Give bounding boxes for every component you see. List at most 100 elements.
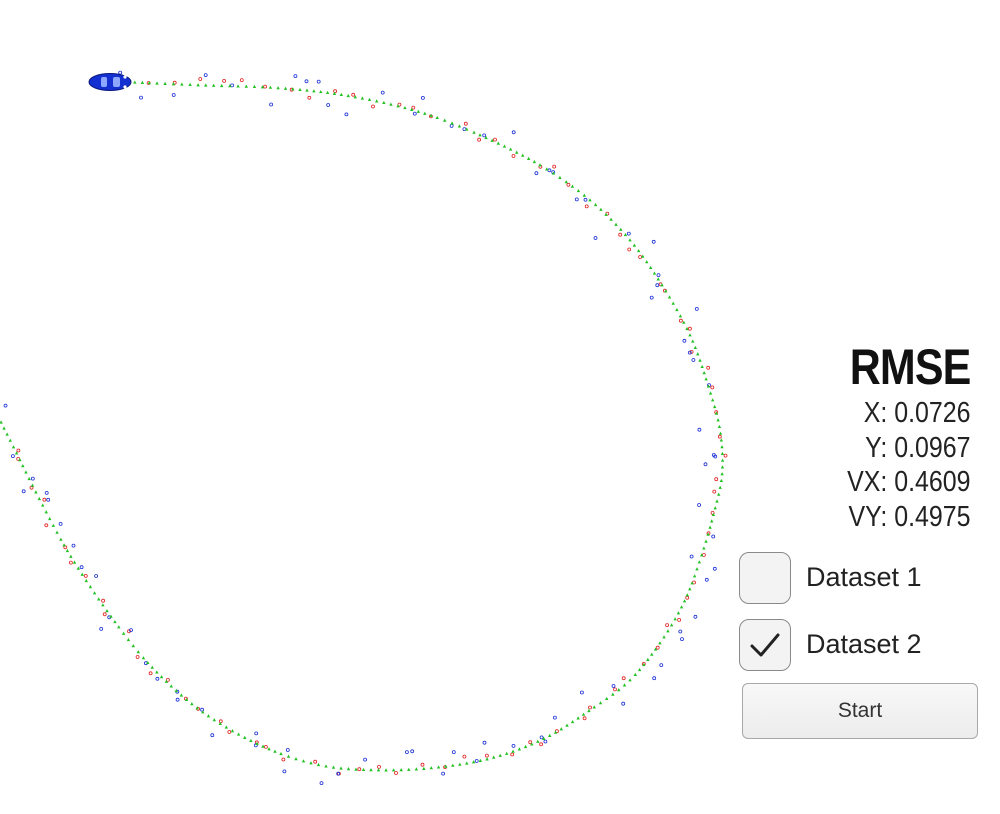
estimate-marker <box>291 87 295 91</box>
estimate-marker <box>587 708 591 713</box>
estimate-marker <box>685 593 689 597</box>
estimate-marker <box>268 85 273 89</box>
radar-marker <box>451 750 456 754</box>
checkmark-icon <box>750 633 780 657</box>
estimate-marker <box>693 345 698 350</box>
radar-marker <box>363 757 368 762</box>
estimate-marker <box>508 147 513 151</box>
estimate-marker <box>180 82 184 86</box>
estimate-marker <box>628 678 632 682</box>
radar-marker <box>621 701 626 706</box>
estimate-marker <box>423 111 427 115</box>
estimate-marker <box>636 248 641 253</box>
estimate-marker <box>92 591 97 595</box>
estimate-marker <box>224 725 229 729</box>
estimate-marker <box>592 705 596 709</box>
radar-marker <box>543 739 548 744</box>
simulation-view <box>0 70 728 785</box>
estimate-marker <box>188 82 192 87</box>
lidar-marker <box>222 79 227 83</box>
estimate-marker <box>361 767 366 772</box>
estimate-marker <box>117 625 121 629</box>
estimate-marker <box>324 764 328 768</box>
start-button[interactable]: Start <box>742 683 978 739</box>
estimate-marker <box>228 84 232 88</box>
radar-marker <box>319 781 324 785</box>
estimate-marker <box>204 83 208 87</box>
radar-marker <box>293 74 298 78</box>
radar-marker <box>711 453 716 457</box>
estimate-marker <box>517 747 522 751</box>
dataset-2-checkbox[interactable] <box>739 619 791 671</box>
estimate-marker <box>598 701 603 705</box>
estimate-marker <box>646 657 650 661</box>
estimate-marker <box>403 105 407 110</box>
estimate-marker <box>619 227 623 231</box>
lidar-marker <box>712 489 717 494</box>
lidar-marker <box>539 742 543 747</box>
estimate-marker <box>720 445 724 449</box>
radar-marker <box>539 735 544 740</box>
estimate-marker <box>429 766 433 770</box>
estimate-marker <box>252 84 257 89</box>
estimate-marker <box>632 243 637 247</box>
estimate-marker <box>236 84 240 88</box>
estimate-marker <box>367 97 372 102</box>
estimate-marker <box>490 138 494 142</box>
estimate-marker <box>436 765 441 769</box>
estimate-marker <box>711 398 715 402</box>
estimate-marker <box>642 662 646 667</box>
lidar-marker <box>706 365 711 370</box>
rmse-y-value: Y: 0.0967 <box>864 431 970 464</box>
radar-marker <box>655 283 660 288</box>
radar-marker <box>511 130 516 135</box>
radar-marker <box>326 103 331 107</box>
radar-marker <box>129 628 133 632</box>
estimate-marker <box>346 767 351 771</box>
estimate-marker <box>678 314 683 318</box>
lidar-marker <box>679 318 683 323</box>
estimate-marker <box>545 167 549 171</box>
estimate-marker <box>260 85 265 89</box>
estimate-marker <box>384 768 388 772</box>
estimate-marker <box>376 768 381 772</box>
radar-marker <box>697 427 702 432</box>
estimate-marker <box>708 391 713 395</box>
estimate-marker <box>51 523 56 527</box>
estimate-marker <box>671 301 675 305</box>
estimate-marker <box>249 738 253 743</box>
estimate-marker <box>648 265 653 269</box>
estimate-marker <box>18 458 22 462</box>
estimate-marker <box>113 619 117 624</box>
rmse-x-value: X: 0.0726 <box>863 397 970 429</box>
estimate-marker <box>286 754 291 758</box>
estimate-marker <box>706 384 711 388</box>
lidar-measurements <box>16 77 728 776</box>
estimate-marker <box>593 202 598 207</box>
radar-marker <box>651 239 656 244</box>
estimate-marker <box>675 307 679 312</box>
estimate-marker <box>41 503 45 507</box>
dataset-1-label[interactable]: Dataset 1 <box>806 562 922 592</box>
estimate-marker <box>530 742 534 746</box>
estimate-marker <box>718 485 722 489</box>
estimate-marker <box>633 672 638 676</box>
radar-marker <box>553 715 557 720</box>
estimate-marker <box>339 92 344 96</box>
estimate-marker <box>435 115 439 120</box>
radar-marker <box>254 731 259 736</box>
estimate-marker <box>614 222 618 226</box>
lidar-marker <box>307 95 312 100</box>
estimate-marker <box>523 744 528 749</box>
radar-marker <box>79 565 84 570</box>
lidar-marker <box>351 92 356 97</box>
lidar-marker <box>477 137 482 142</box>
dataset-2-label[interactable]: Dataset 2 <box>806 629 922 659</box>
radar-marker <box>441 771 446 776</box>
lidar-marker <box>511 154 516 158</box>
estimate-marker <box>720 472 724 476</box>
dataset-1-checkbox[interactable] <box>739 552 791 604</box>
estimate-marker <box>676 611 681 615</box>
radar-marker <box>574 197 579 202</box>
radar-marker <box>46 497 51 502</box>
